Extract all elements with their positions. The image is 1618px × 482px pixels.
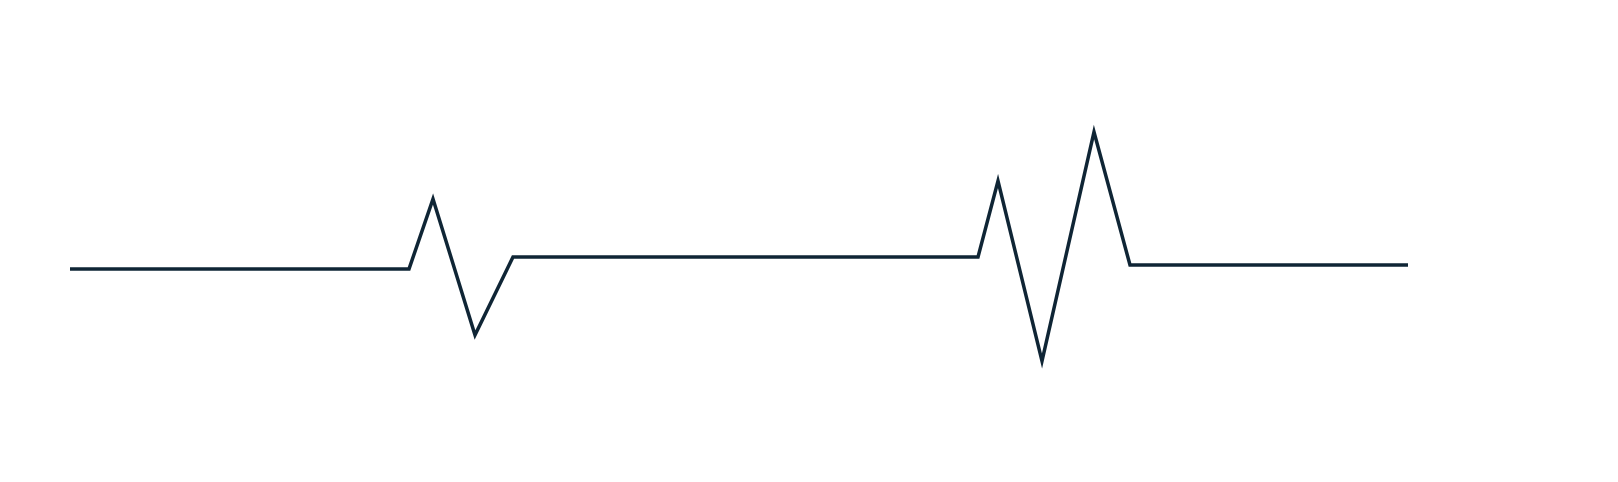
waveform-line: [70, 124, 1408, 369]
